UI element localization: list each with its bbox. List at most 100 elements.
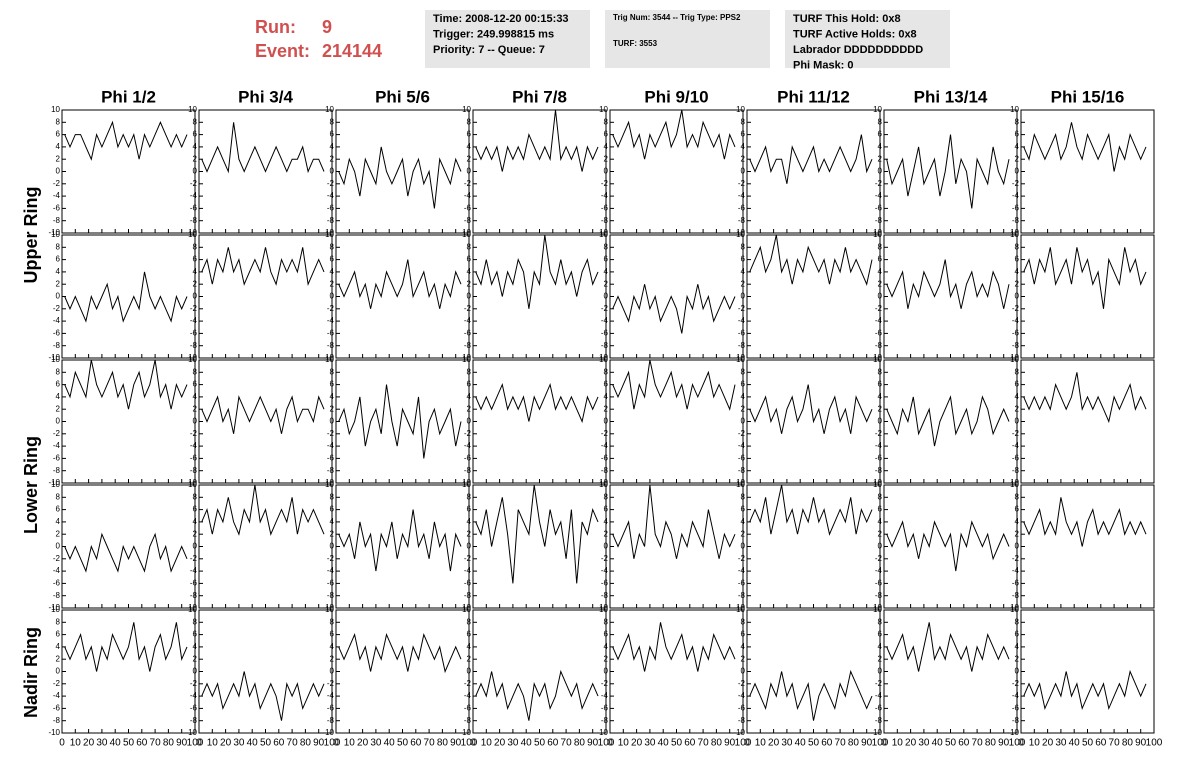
y-tick-label: -6 xyxy=(53,704,61,713)
y-tick-label: 6 xyxy=(604,380,609,389)
y-tick-label: -6 xyxy=(1012,454,1020,463)
panel-frame xyxy=(335,234,470,359)
y-tick-label: 8 xyxy=(56,242,61,251)
y-tick-label: 4 xyxy=(878,267,883,276)
y-tick-label: 4 xyxy=(604,517,609,526)
x-tick-label: 50 xyxy=(671,738,683,749)
x-tick-label: 80 xyxy=(437,738,449,749)
y-tick-label: 6 xyxy=(604,255,609,264)
y-tick-label: 0 xyxy=(1015,542,1020,551)
column-header: Phi 11/12 xyxy=(777,87,850,106)
y-tick-label: -4 xyxy=(327,191,335,200)
y-tick-label: 10 xyxy=(51,480,60,489)
y-tick-label: 6 xyxy=(741,630,746,639)
y-tick-label: 2 xyxy=(330,279,335,288)
y-tick-label: -8 xyxy=(190,341,198,350)
waveform xyxy=(64,120,188,161)
y-tick-label: 10 xyxy=(462,230,471,239)
y-tick-label: -6 xyxy=(875,204,883,213)
y-tick-label: 0 xyxy=(330,542,335,551)
y-tick-label: 10 xyxy=(1010,355,1019,364)
y-tick-label: -10 xyxy=(185,228,197,237)
y-tick-label: -4 xyxy=(190,566,198,575)
y-tick-label: -8 xyxy=(464,341,472,350)
panel-frame xyxy=(609,234,744,359)
y-tick-label: 6 xyxy=(741,130,746,139)
y-tick-label: 4 xyxy=(878,517,883,526)
y-tick-label: -6 xyxy=(738,454,746,463)
y-tick-label: 0 xyxy=(1015,417,1020,426)
y-tick-label: 10 xyxy=(51,355,60,364)
y-tick-label: -8 xyxy=(327,591,335,600)
y-tick-label: -4 xyxy=(1012,691,1020,700)
y-tick-label: 6 xyxy=(193,130,198,139)
y-tick-label: 8 xyxy=(741,617,746,626)
y-tick-label: -2 xyxy=(190,304,198,313)
y-tick-label: 6 xyxy=(1015,505,1020,514)
x-tick-label: 30 xyxy=(96,738,108,749)
y-tick-label: 4 xyxy=(56,142,61,151)
x-tick-label: 70 xyxy=(287,738,299,749)
y-tick-label: -4 xyxy=(601,316,609,325)
x-tick-label: 90 xyxy=(313,738,325,749)
panel-frame xyxy=(1020,359,1155,484)
y-tick-label: -4 xyxy=(190,316,198,325)
y-tick-label: 0 xyxy=(56,542,61,551)
y-tick-label: 8 xyxy=(878,617,883,626)
x-tick-label: 10 xyxy=(755,738,767,749)
y-tick-label: 0 xyxy=(56,167,61,176)
waveform xyxy=(338,259,462,309)
x-tick-label: 0 xyxy=(744,738,750,749)
y-tick-label: -4 xyxy=(53,441,61,450)
y-tick-label: 8 xyxy=(741,492,746,501)
y-tick-label: 2 xyxy=(878,154,883,163)
panel-frame xyxy=(1020,484,1155,609)
y-tick-label: 6 xyxy=(741,380,746,389)
y-tick-label: -8 xyxy=(464,591,472,600)
y-tick-label: 0 xyxy=(330,667,335,676)
y-tick-label: 2 xyxy=(741,529,746,538)
x-tick-label: 50 xyxy=(808,738,820,749)
y-tick-label: -4 xyxy=(601,441,609,450)
y-tick-label: 2 xyxy=(56,654,61,663)
column-header: Phi 3/4 xyxy=(238,87,293,106)
y-tick-label: 6 xyxy=(56,130,61,139)
y-tick-label: 8 xyxy=(193,367,198,376)
y-tick-label: 4 xyxy=(193,517,198,526)
y-tick-label: -6 xyxy=(601,704,609,713)
y-tick-label: -4 xyxy=(190,691,198,700)
y-tick-label: 4 xyxy=(330,142,335,151)
x-tick-label: 60 xyxy=(958,738,970,749)
y-tick-label: 6 xyxy=(878,130,883,139)
x-tick-label: 20 xyxy=(1042,738,1054,749)
y-tick-label: 2 xyxy=(604,529,609,538)
y-tick-label: 4 xyxy=(741,642,746,651)
panel-frame xyxy=(198,609,333,734)
y-tick-label: 2 xyxy=(1015,529,1020,538)
y-tick-label: 0 xyxy=(878,542,883,551)
waveform xyxy=(886,622,1010,672)
y-tick-label: -10 xyxy=(596,228,608,237)
x-tick-label: 60 xyxy=(410,738,422,749)
y-tick-label: 2 xyxy=(330,404,335,413)
y-tick-label: 6 xyxy=(330,255,335,264)
y-tick-label: 2 xyxy=(878,279,883,288)
y-tick-label: -4 xyxy=(53,566,61,575)
waveform xyxy=(612,109,736,160)
y-tick-label: 8 xyxy=(467,617,472,626)
y-tick-label: -8 xyxy=(464,716,472,725)
y-tick-label: -4 xyxy=(875,691,883,700)
y-tick-label: -10 xyxy=(596,353,608,362)
x-tick-label: 100 xyxy=(324,738,341,749)
y-tick-label: 8 xyxy=(604,367,609,376)
y-tick-label: 10 xyxy=(873,355,882,364)
x-tick-label: 30 xyxy=(1055,738,1067,749)
x-tick-label: 50 xyxy=(534,738,546,749)
y-tick-label: -8 xyxy=(327,216,335,225)
y-tick-label: 0 xyxy=(330,417,335,426)
y-tick-label: 8 xyxy=(193,242,198,251)
y-tick-label: 8 xyxy=(330,367,335,376)
y-tick-label: -2 xyxy=(875,679,883,688)
waveform xyxy=(475,669,599,721)
y-tick-label: 8 xyxy=(604,117,609,126)
